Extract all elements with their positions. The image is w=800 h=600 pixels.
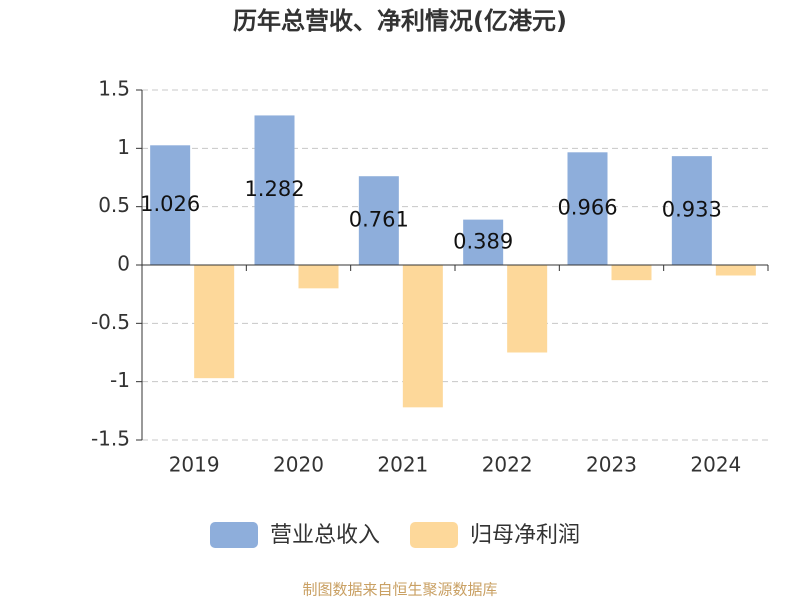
legend-swatch xyxy=(210,522,258,548)
bar xyxy=(567,152,608,265)
bar xyxy=(402,265,443,408)
value-label: 1.282 xyxy=(244,177,304,201)
y-tick-label: -0.5 xyxy=(91,310,130,334)
y-tick-label: 1.5 xyxy=(98,77,130,101)
bar xyxy=(715,265,756,276)
legend-label: 营业总收入 xyxy=(270,523,380,548)
bar xyxy=(507,265,548,353)
bar xyxy=(254,115,295,265)
y-tick-label: 0 xyxy=(117,252,130,276)
value-label: 1.026 xyxy=(140,192,200,216)
value-label: 0.389 xyxy=(453,229,513,253)
bar xyxy=(463,219,504,265)
value-label: 0.933 xyxy=(662,198,722,222)
x-tick-label: 2023 xyxy=(586,453,637,477)
y-tick-label: 1 xyxy=(117,135,130,159)
bar xyxy=(611,265,652,281)
bar xyxy=(358,176,399,265)
x-tick-label: 2020 xyxy=(273,453,324,477)
x-tick-label: 2021 xyxy=(377,453,428,477)
legend-label: 归母净利润 xyxy=(470,523,580,548)
y-tick-label: -1 xyxy=(110,368,130,392)
x-tick-label: 2024 xyxy=(690,453,741,477)
chart-title: 历年总营收、净利情况(亿港元) xyxy=(233,7,567,35)
bar xyxy=(194,265,235,379)
y-tick-label: 0.5 xyxy=(98,193,130,217)
x-tick-label: 2019 xyxy=(169,453,220,477)
x-tick-label: 2022 xyxy=(482,453,533,477)
bar xyxy=(298,265,339,289)
bar xyxy=(671,156,712,265)
bar xyxy=(150,145,191,265)
legend-swatch xyxy=(410,522,458,548)
value-label: 0.966 xyxy=(557,196,617,220)
source-note: 制图数据来自恒生聚源数据库 xyxy=(302,581,497,599)
y-tick-label: -1.5 xyxy=(91,427,130,451)
value-label: 0.761 xyxy=(349,208,409,232)
